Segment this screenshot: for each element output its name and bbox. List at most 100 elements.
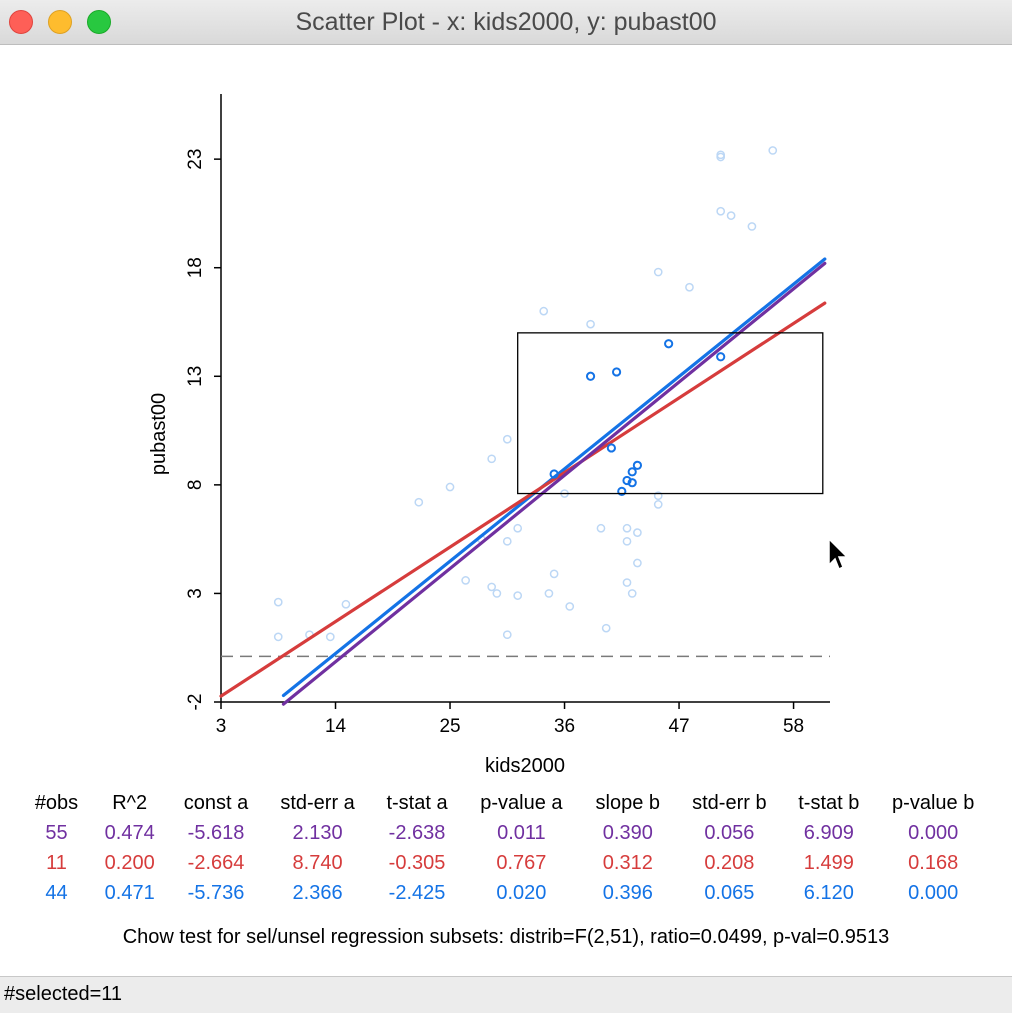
stats-cell: 55 <box>45 821 68 844</box>
regression-lines <box>219 257 827 706</box>
stats-header-cell: p-value b <box>892 791 975 814</box>
stats-row: 55 0.474 -5.618 2.130 -2.638 0.011 0.390 0.056 6… <box>22 818 992 848</box>
unselected-point <box>653 267 663 277</box>
selected-points <box>549 339 726 496</box>
stats-cell: -2.425 <box>388 881 446 904</box>
stats-header-cell: const a <box>183 791 249 814</box>
stats-cell: -0.305 <box>388 851 446 874</box>
unselected-point <box>565 602 575 611</box>
stats-cell: 0.000 <box>908 881 959 904</box>
selected-point <box>632 460 643 470</box>
unselected-point <box>445 482 455 492</box>
mouse-cursor-icon <box>828 537 849 571</box>
stats-cell: 0.200 <box>104 851 155 874</box>
selected-point <box>627 478 637 488</box>
unselected-point <box>544 589 554 598</box>
stats-header-cell: #obs <box>34 791 79 814</box>
stats-cell: 0.312 <box>602 851 653 874</box>
stats-cell: 0.471 <box>104 881 155 904</box>
stats-cell: 6.909 <box>803 821 854 844</box>
selected-point <box>606 443 616 453</box>
unselected-point <box>716 206 726 216</box>
selected-point <box>617 486 627 496</box>
stats-cell: 0.056 <box>704 821 755 844</box>
stats-cell: 0.767 <box>496 851 547 874</box>
unselected-point <box>633 528 642 537</box>
y-tick-label: 13 <box>185 366 206 387</box>
unselected-point <box>487 582 497 592</box>
regression-line-all <box>281 261 827 706</box>
unselected-points <box>273 146 778 642</box>
stats-cell: 44 <box>45 881 68 904</box>
selected-point <box>611 367 622 377</box>
x-tick-label: 47 <box>668 716 689 737</box>
unselected-point <box>622 523 632 533</box>
stats-cell: 0.000 <box>908 821 959 844</box>
unselected-point <box>653 500 663 509</box>
x-tick-label: 58 <box>783 716 804 737</box>
unselected-point <box>601 623 611 633</box>
selected-point <box>585 371 596 381</box>
stats-header-cell: slope b <box>595 791 661 814</box>
stats-header-cell: t-stat b <box>798 791 860 814</box>
stats-cell: 2.366 <box>292 881 343 904</box>
selection-box-layer <box>517 332 824 495</box>
close-button[interactable] <box>9 10 33 34</box>
axes: 3 14 25 36 47 58 -2 3 8 13 18 23 <box>185 94 830 737</box>
unselected-point <box>502 434 512 444</box>
stats-cell: 0.390 <box>602 821 653 844</box>
minimize-button[interactable] <box>48 10 72 34</box>
unselected-point <box>513 523 523 533</box>
unselected-point <box>716 152 726 162</box>
y-tick-label: -2 <box>185 694 206 711</box>
stats-cell: 0.168 <box>908 851 959 874</box>
y-tick-label: 18 <box>185 257 206 278</box>
regression-line-selected <box>219 301 827 698</box>
unselected-point <box>653 491 663 501</box>
unselected-point <box>502 630 512 640</box>
chow-test-result: Chow test for sel/unsel regression subse… <box>122 926 890 948</box>
stats-cell: -5.618 <box>187 821 245 844</box>
stats-cell: -5.736 <box>187 881 245 904</box>
unselected-point <box>747 222 757 231</box>
unselected-point <box>461 576 470 585</box>
selected-point <box>664 339 674 349</box>
stats-cell: -2.664 <box>187 851 245 874</box>
stats-cell: 0.065 <box>704 881 755 904</box>
title-bar: Scatter Plot - x: kids2000, y: pubast00 <box>0 0 1012 45</box>
stats-header-cell: std-err a <box>280 791 355 814</box>
stats-cell: 0.208 <box>704 851 755 874</box>
unselected-point <box>341 599 351 609</box>
y-tick-label: 3 <box>185 588 206 599</box>
zoom-button[interactable] <box>87 10 111 34</box>
stats-cell: 11 <box>46 851 67 874</box>
stats-row: 44 0.471 -5.736 2.366 -2.425 0.020 0.396 0.065 6… <box>22 878 992 908</box>
unselected-point <box>596 523 606 533</box>
unselected-point <box>768 146 778 155</box>
unselected-point <box>549 569 559 579</box>
unselected-point <box>726 211 736 220</box>
stats-cell: 8.740 <box>292 851 343 874</box>
x-axis-label: kids2000 <box>485 755 565 777</box>
stats-header-row: #obs R^2 const a std-err a t-stat a p-value a… <box>22 788 992 818</box>
x-tick-label: 14 <box>325 716 347 737</box>
unselected-point <box>273 597 283 607</box>
stats-cell: 2.130 <box>292 821 343 844</box>
window-title: Scatter Plot - x: kids2000, y: pubast00 <box>295 8 717 36</box>
stats-header-cell: R^2 <box>112 791 148 814</box>
unselected-point <box>685 282 694 292</box>
selected-point <box>627 467 637 477</box>
unselected-point <box>414 497 424 507</box>
selection-box <box>517 332 824 495</box>
stats-cell: 0.474 <box>104 821 155 844</box>
stats-header-cell: t-stat a <box>386 791 448 814</box>
stats-cell: 0.396 <box>602 881 653 904</box>
scatter-plot[interactable]: 3 14 25 36 47 58 -2 3 8 13 18 23 kids2000 pubast00 <box>0 44 1012 784</box>
selected-count: #selected=11 <box>4 983 123 1005</box>
unselected-point <box>627 589 637 598</box>
unselected-point <box>539 306 549 316</box>
unselected-point <box>487 454 497 464</box>
unselected-point <box>325 632 335 642</box>
stats-row: 11 0.200 -2.664 8.740 -0.305 0.767 0.312 0.208 1… <box>22 848 992 878</box>
regression-stats-table: #obs R^2 const a std-err a t-stat a p-value a… <box>22 788 992 908</box>
